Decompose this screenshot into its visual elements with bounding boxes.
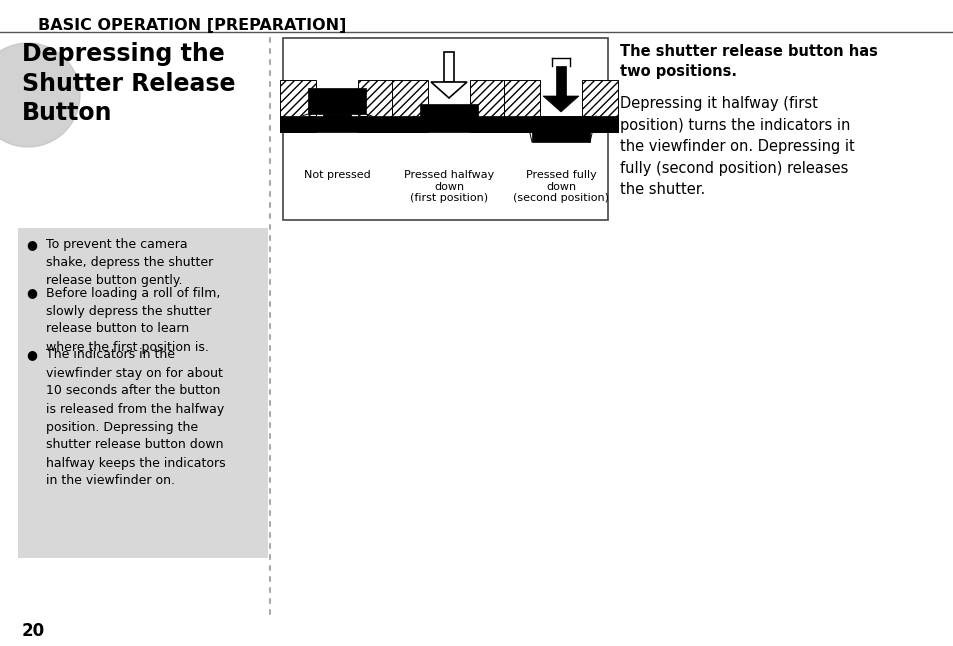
- Bar: [323, 114, 351, 124]
- Bar: [443, 52, 454, 82]
- Polygon shape: [431, 82, 467, 98]
- Text: Pressed halfway
down
(first position): Pressed halfway down (first position): [403, 170, 494, 203]
- Text: Before loading a roll of film,
slowly depress the shutter
release button to lear: Before loading a roll of film, slowly de…: [46, 286, 220, 353]
- Text: Depressing it halfway (first
position) turns the indicators in
the viewfinder on: Depressing it halfway (first position) t…: [619, 96, 854, 198]
- Text: BASIC OPERATION [PREPARATION]: BASIC OPERATION [PREPARATION]: [38, 18, 346, 33]
- Bar: [581, 80, 618, 132]
- Bar: [283, 38, 607, 220]
- Polygon shape: [542, 96, 578, 112]
- Bar: [357, 80, 394, 132]
- Text: Not pressed: Not pressed: [303, 170, 370, 180]
- Bar: [419, 104, 477, 130]
- Text: Pressed fully
down
(second position): Pressed fully down (second position): [513, 170, 608, 203]
- Bar: [280, 116, 394, 132]
- Bar: [392, 80, 428, 132]
- Text: ●: ●: [26, 348, 37, 362]
- Bar: [532, 116, 589, 142]
- Text: ●: ●: [26, 238, 37, 251]
- Bar: [280, 80, 315, 132]
- Text: The shutter release button has
two positions.: The shutter release button has two posit…: [619, 44, 877, 79]
- Circle shape: [0, 43, 80, 147]
- Bar: [392, 116, 505, 132]
- Text: The indicators in the
viewfinder stay on for about
10 seconds after the button
i: The indicators in the viewfinder stay on…: [46, 348, 226, 488]
- Bar: [503, 116, 618, 132]
- Text: Depressing the
Shutter Release
Button: Depressing the Shutter Release Button: [22, 42, 235, 125]
- Bar: [556, 66, 565, 96]
- Bar: [18, 228, 268, 558]
- Bar: [308, 88, 366, 114]
- Text: 20: 20: [22, 622, 45, 640]
- Text: To prevent the camera
shake, depress the shutter
release button gently.: To prevent the camera shake, depress the…: [46, 238, 213, 287]
- Text: ●: ●: [26, 286, 37, 300]
- Bar: [470, 80, 505, 132]
- Bar: [503, 80, 539, 132]
